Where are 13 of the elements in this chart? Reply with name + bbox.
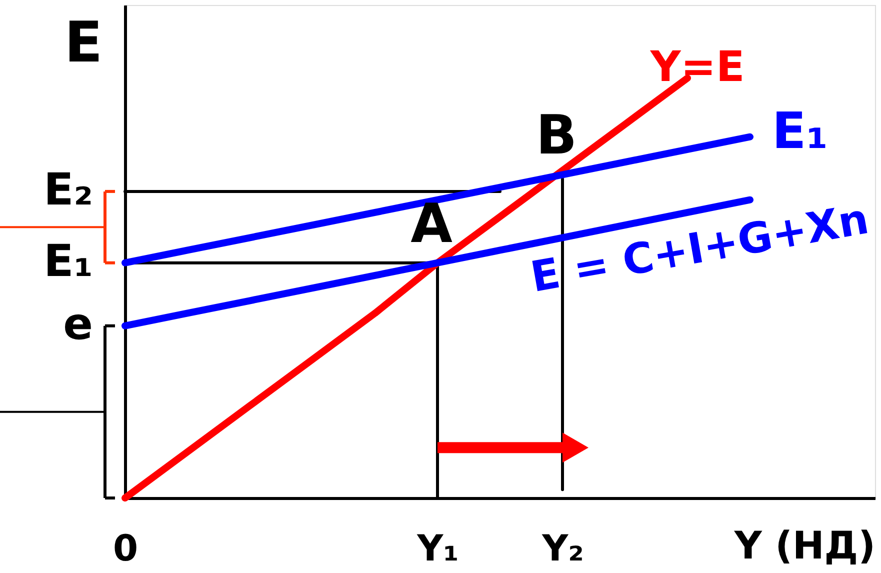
y-axis-title: E [64,10,103,76]
annotation: E₁ [44,236,93,287]
x-tick-label: Y₂ [541,528,584,570]
series-label: Y=E [649,42,745,92]
x-tick-label: 0 [112,528,138,570]
annotation: e [63,298,93,350]
series-label: E₁ [772,102,828,160]
text: E = C+I+G+Xn [526,194,872,302]
annotation: B [536,104,578,167]
annotation: E₂ [44,164,93,216]
annotation: A [410,192,453,255]
x-tick-label: Y₁ [416,528,459,570]
x-axis-title: Y (НД) [733,524,876,568]
